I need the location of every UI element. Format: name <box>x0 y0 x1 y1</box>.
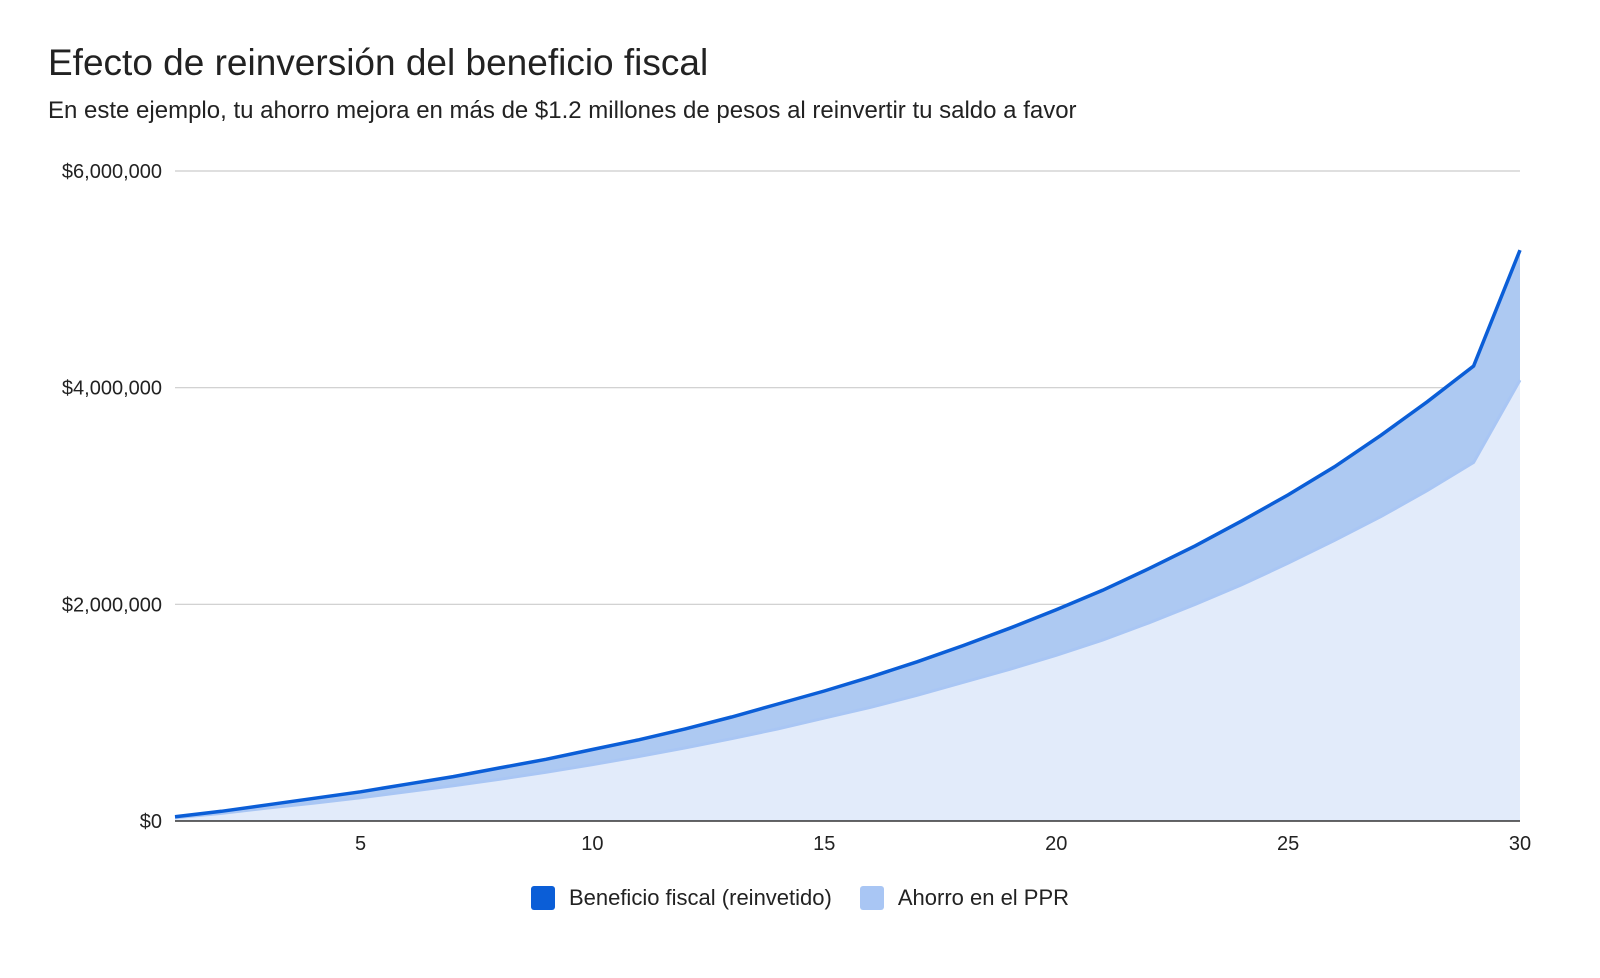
x-tick-label: 5 <box>355 833 366 855</box>
legend-item-ppr[interactable]: Ahorro en el PPR <box>859 885 1070 911</box>
x-tick-label: 30 <box>1509 833 1531 855</box>
legend-swatch-ppr <box>859 886 884 910</box>
chart-subtitle: En este ejemplo, tu ahorro mejora en más… <box>48 97 1077 124</box>
area-fiscal <box>175 250 1520 818</box>
legend: Beneficio fiscal (reinvetido) Ahorro en … <box>0 885 1600 911</box>
area-ppr <box>175 380 1520 821</box>
line-ppr <box>174 379 1522 820</box>
legend-label-fiscal: Beneficio fiscal (reinvetido) <box>568 885 832 910</box>
x-tick-label: 15 <box>813 833 835 855</box>
legend-item-fiscal[interactable]: Beneficio fiscal (reinvetido) <box>530 885 832 911</box>
y-tick-label: $6,000,000 <box>62 161 162 183</box>
x-tick-label: 20 <box>1045 833 1067 855</box>
x-tick-label: 10 <box>581 833 603 855</box>
line-fiscal <box>174 249 1522 819</box>
legend-label-ppr: Ahorro en el PPR <box>897 885 1070 910</box>
chart-title: Efecto de reinversión del beneficio fisc… <box>48 42 709 83</box>
y-tick-label: $0 <box>140 811 162 833</box>
x-tick-label: 25 <box>1277 833 1299 855</box>
legend-swatch-fiscal <box>530 886 555 910</box>
y-tick-label: $2,000,000 <box>62 594 162 616</box>
y-tick-label: $4,000,000 <box>62 378 162 400</box>
